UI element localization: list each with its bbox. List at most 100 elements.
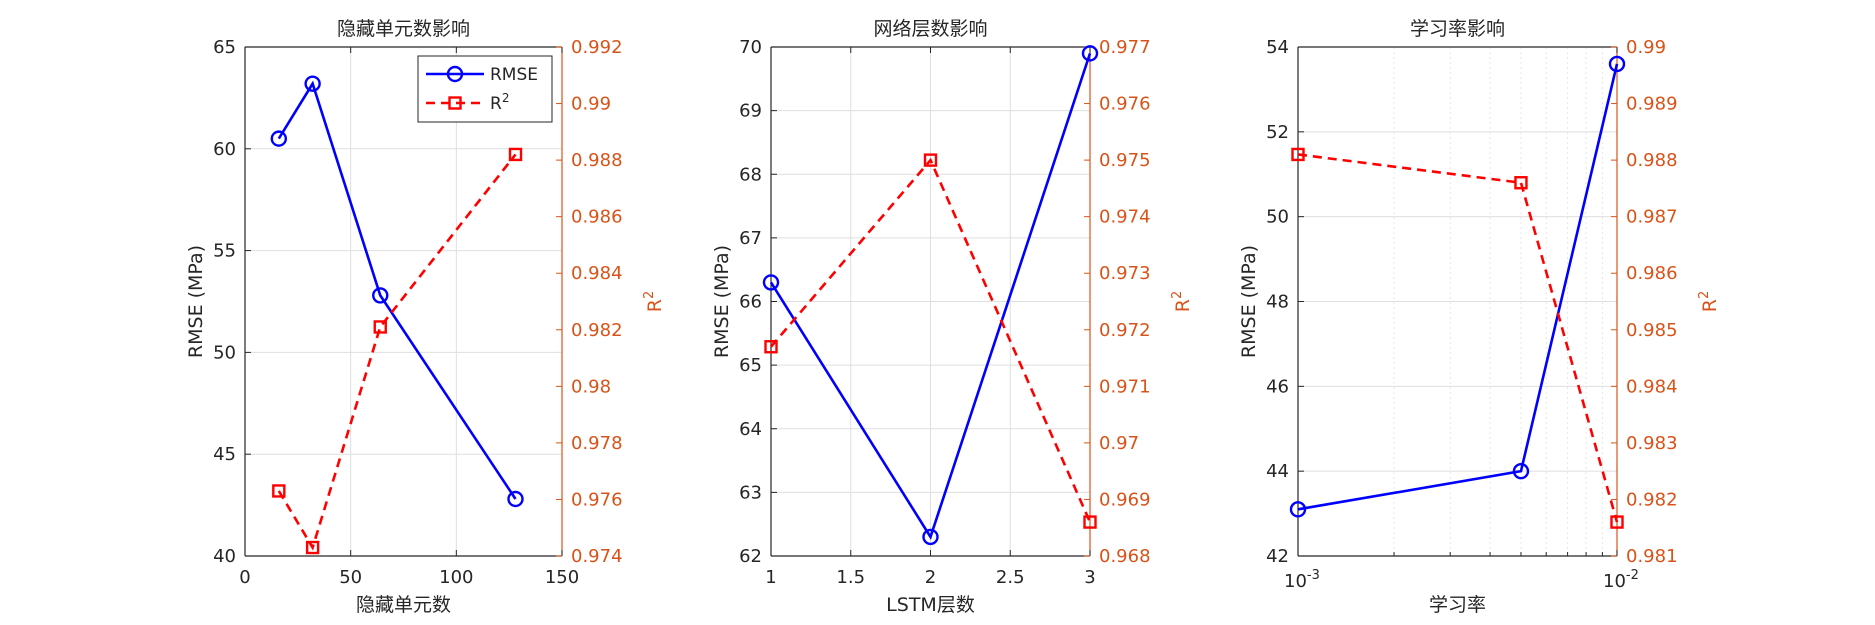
y-tick-label: 68	[739, 164, 762, 185]
legend-rmse-label: RMSE	[490, 65, 538, 85]
y-tick-label: 44	[1266, 461, 1289, 482]
x-tick-label-base: 10	[1603, 571, 1626, 592]
chart-title: 学习率影响	[1410, 18, 1505, 40]
y2-tick-label: 0.99	[1626, 37, 1666, 58]
x-tick-label: 0	[239, 567, 250, 588]
y-tick-label: 50	[1266, 207, 1289, 228]
y2-tick-label: 0.988	[1626, 150, 1678, 171]
chart-panel-3: 10-3 10-2424446485052540.9810.9820.9830.9…	[1238, 18, 1721, 616]
y-axis-label: RMSE (MPa)	[711, 245, 733, 358]
r2-data-point	[764, 340, 778, 354]
y-axis-label: RMSE (MPa)	[185, 245, 207, 358]
y2-tick-label: 0.98	[571, 376, 611, 397]
rmse-data-point	[922, 528, 939, 546]
rmse-series-line	[769, 52, 1092, 540]
y2-axis-label: R2	[1697, 291, 1721, 312]
r2-data-point	[272, 484, 286, 498]
y2-tick-label: 0.969	[1099, 489, 1151, 510]
rmse-data-point	[304, 75, 321, 92]
rmse-data-point	[270, 130, 288, 147]
x-tick-label: 10-3	[1284, 568, 1320, 592]
y2-tick-label: 0.976	[1099, 94, 1151, 115]
y-tick-label: 70	[739, 37, 762, 58]
chart-title: 隐藏单元数影响	[337, 18, 470, 40]
y-tick-label: 66	[739, 292, 762, 313]
r2-data-point	[1514, 176, 1528, 190]
y-tick-label: 65	[739, 355, 762, 376]
r2-data-point	[1291, 147, 1305, 162]
y2-tick-label: 0.983	[1626, 433, 1678, 454]
y-tick-label: 63	[739, 482, 762, 503]
y2-tick-label: 0.985	[1626, 320, 1678, 341]
y-tick-label: 69	[739, 101, 762, 122]
x-axis-label: 隐藏单元数	[356, 594, 451, 616]
legend-r2-marker	[448, 96, 462, 110]
rmse-data-point	[372, 287, 389, 304]
legend-box	[417, 55, 553, 123]
y2-tick-label: 0.987	[1626, 207, 1678, 228]
y-tick-label: 60	[213, 139, 236, 160]
legend-rmse-marker	[446, 65, 464, 83]
legend-r2-label-base: R	[490, 94, 502, 114]
y2-tick-label: 0.976	[571, 489, 623, 510]
y2-axis-label-sup: 2	[1697, 291, 1712, 299]
rmse-data-point	[1081, 45, 1099, 62]
x-tick-label-exp: -3	[1307, 568, 1320, 583]
y2-tick-label: 0.986	[571, 207, 623, 228]
y2-tick-label: 0.973	[1099, 263, 1151, 284]
legend-r2-label-sup: 2	[502, 91, 510, 105]
y-tick-label: 52	[1266, 122, 1289, 143]
y2-tick-label: 0.97	[1099, 433, 1139, 454]
y-tick-label: 40	[213, 546, 236, 567]
y2-axis-label: R2	[642, 291, 666, 312]
y-tick-label: 46	[1266, 376, 1289, 397]
y2-tick-label: 0.992	[571, 37, 623, 58]
r2-series-line	[770, 157, 1092, 523]
y-tick-label: 65	[213, 37, 236, 58]
y2-tick-label: 0.984	[571, 263, 623, 284]
y2-axis-label-sup: 2	[642, 291, 657, 299]
y-tick-label: 64	[739, 419, 762, 440]
legend: RMSE R2	[417, 55, 553, 123]
rmse-data-point	[762, 274, 780, 291]
r2-data-point	[305, 540, 320, 555]
y-tick-label: 45	[213, 444, 236, 465]
chart-title: 网络层数影响	[873, 18, 987, 40]
rmse-series-line	[277, 80, 517, 500]
y2-tick-label: 0.989	[1626, 94, 1678, 115]
legend-r2-label: R2	[490, 91, 509, 114]
y2-tick-label: 0.972	[1099, 320, 1151, 341]
x-axis-label: 学习率	[1429, 594, 1486, 616]
y2-tick-label: 0.978	[571, 433, 623, 454]
y-tick-label: 54	[1266, 37, 1289, 58]
x-tick-label-base: 10	[1284, 571, 1307, 592]
rmse-data-point	[1289, 501, 1307, 518]
y-tick-label: 48	[1266, 292, 1289, 313]
y2-tick-label: 0.982	[571, 320, 623, 341]
y2-tick-label: 0.982	[1626, 489, 1678, 510]
y2-tick-label: 0.984	[1626, 376, 1678, 397]
y-tick-label: 62	[739, 546, 762, 567]
y2-tick-label: 0.974	[1099, 207, 1151, 228]
y-tick-label: 67	[739, 228, 762, 249]
y2-tick-label: 0.986	[1626, 263, 1678, 284]
y2-tick-label: 0.977	[1099, 37, 1151, 58]
y2-tick-label: 0.968	[1099, 546, 1151, 567]
y-tick-label: 42	[1266, 546, 1289, 567]
r2-data-point	[923, 153, 938, 167]
y-axis-label: RMSE (MPa)	[1238, 245, 1260, 358]
x-tick-label: 2.5	[996, 567, 1025, 588]
y2-tick-label: 0.988	[571, 150, 623, 171]
y2-axis-label-base: R	[644, 299, 666, 312]
y2-axis-label-base: R	[1699, 299, 1721, 312]
x-tick-label: 150	[545, 567, 579, 588]
r2-data-point	[1610, 515, 1624, 529]
rmse-data-point	[1608, 55, 1626, 73]
plot-area	[245, 47, 562, 556]
x-axis-label: LSTM层数	[886, 594, 975, 616]
y-tick-label: 50	[213, 342, 236, 363]
y2-tick-label: 0.975	[1099, 150, 1151, 171]
y2-tick-label: 0.99	[571, 94, 611, 115]
x-tick-label: 50	[339, 567, 362, 588]
